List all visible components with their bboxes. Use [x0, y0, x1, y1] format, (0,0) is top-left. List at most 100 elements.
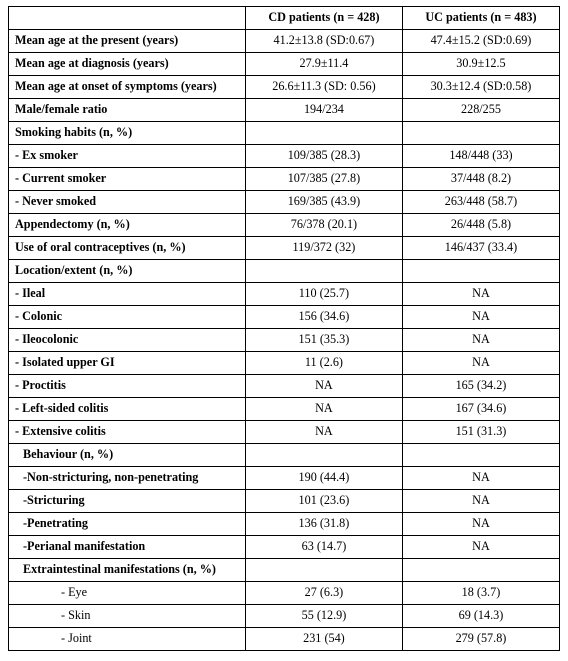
row-label: Location/extent (n, %) [9, 260, 246, 283]
row-cd-value: 109/385 (28.3) [245, 145, 402, 168]
row-uc-value [402, 444, 559, 467]
row-uc-value: NA [402, 467, 559, 490]
row-cd-value: 55 (12.9) [245, 605, 402, 628]
row-cd-value: 107/385 (27.8) [245, 168, 402, 191]
table-row: Extraintestinal manifestations (n, %) [9, 559, 560, 582]
row-cd-value: 63 (14.7) [245, 536, 402, 559]
table-row: - Ileal110 (25.7)NA [9, 283, 560, 306]
row-uc-value: 30.9±12.5 [402, 53, 559, 76]
row-uc-value: 263/448 (58.7) [402, 191, 559, 214]
row-uc-value: 47.4±15.2 (SD:0.69) [402, 30, 559, 53]
row-label: - Joint [9, 628, 246, 651]
row-uc-value: NA [402, 352, 559, 375]
table-row: -Non-stricturing, non-penetrating190 (44… [9, 467, 560, 490]
row-uc-value: 228/255 [402, 99, 559, 122]
row-cd-value: NA [245, 375, 402, 398]
table-row: Mean age at diagnosis (years)27.9±11.430… [9, 53, 560, 76]
row-label: Extraintestinal manifestations (n, %) [9, 559, 246, 582]
header-uc: UC patients (n = 483) [402, 7, 559, 30]
row-label: -Penetrating [9, 513, 246, 536]
row-label: - Current smoker [9, 168, 246, 191]
row-label: - Colonic [9, 306, 246, 329]
table-row: -Perianal manifestation63 (14.7)NA [9, 536, 560, 559]
header-cd: CD patients (n = 428) [245, 7, 402, 30]
row-label: - Left-sided colitis [9, 398, 246, 421]
row-uc-value [402, 122, 559, 145]
table-row: - Extensive colitisNA151 (31.3) [9, 421, 560, 444]
table-row: Appendectomy (n, %)76/378 (20.1)26/448 (… [9, 214, 560, 237]
table-row: - Ileocolonic151 (35.3)NA [9, 329, 560, 352]
row-label: Appendectomy (n, %) [9, 214, 246, 237]
row-uc-value: 165 (34.2) [402, 375, 559, 398]
row-label: Behaviour (n, %) [9, 444, 246, 467]
table-row: - ProctitisNA165 (34.2) [9, 375, 560, 398]
row-cd-value: 101 (23.6) [245, 490, 402, 513]
row-uc-value: NA [402, 490, 559, 513]
table-row: - Current smoker107/385 (27.8)37/448 (8.… [9, 168, 560, 191]
clinical-table: CD patients (n = 428) UC patients (n = 4… [8, 6, 560, 651]
row-cd-value: 169/385 (43.9) [245, 191, 402, 214]
row-cd-value: 119/372 (32) [245, 237, 402, 260]
row-uc-value [402, 260, 559, 283]
table-row: Use of oral contraceptives (n, %)119/372… [9, 237, 560, 260]
header-row: CD patients (n = 428) UC patients (n = 4… [9, 7, 560, 30]
row-cd-value [245, 444, 402, 467]
table-body: Mean age at the present (years)41.2±13.8… [9, 30, 560, 651]
row-label: - Ileal [9, 283, 246, 306]
table-row: -Stricturing101 (23.6)NA [9, 490, 560, 513]
table-row: Location/extent (n, %) [9, 260, 560, 283]
table-row: Mean age at the present (years)41.2±13.8… [9, 30, 560, 53]
table-container: CD patients (n = 428) UC patients (n = 4… [0, 0, 568, 661]
row-uc-value: 151 (31.3) [402, 421, 559, 444]
table-row: -Penetrating136 (31.8)NA [9, 513, 560, 536]
row-label: Male/female ratio [9, 99, 246, 122]
row-uc-value: 146/437 (33.4) [402, 237, 559, 260]
row-cd-value: 194/234 [245, 99, 402, 122]
row-cd-value: NA [245, 421, 402, 444]
row-uc-value: 69 (14.3) [402, 605, 559, 628]
row-label: -Non-stricturing, non-penetrating [9, 467, 246, 490]
row-uc-value: 26/448 (5.8) [402, 214, 559, 237]
row-cd-value: 76/378 (20.1) [245, 214, 402, 237]
row-cd-value [245, 122, 402, 145]
row-uc-value: NA [402, 513, 559, 536]
table-row: - Eye27 (6.3)18 (3.7) [9, 582, 560, 605]
row-label: - Proctitis [9, 375, 246, 398]
row-label: - Ileocolonic [9, 329, 246, 352]
table-row: - Isolated upper GI11 (2.6)NA [9, 352, 560, 375]
row-cd-value: 27 (6.3) [245, 582, 402, 605]
row-uc-value: 279 (57.8) [402, 628, 559, 651]
row-uc-value: NA [402, 306, 559, 329]
row-uc-value: 18 (3.7) [402, 582, 559, 605]
row-uc-value: NA [402, 329, 559, 352]
table-row: Behaviour (n, %) [9, 444, 560, 467]
row-label: - Isolated upper GI [9, 352, 246, 375]
table-row: - Joint231 (54)279 (57.8) [9, 628, 560, 651]
row-uc-value: 148/448 (33) [402, 145, 559, 168]
row-label: - Eye [9, 582, 246, 605]
row-uc-value: NA [402, 536, 559, 559]
row-label: - Never smoked [9, 191, 246, 214]
table-row: - Skin55 (12.9)69 (14.3) [9, 605, 560, 628]
table-row: - Never smoked169/385 (43.9)263/448 (58.… [9, 191, 560, 214]
row-cd-value: 26.6±11.3 (SD: 0.56) [245, 76, 402, 99]
row-cd-value: 156 (34.6) [245, 306, 402, 329]
row-label: Smoking habits (n, %) [9, 122, 246, 145]
row-label: Use of oral contraceptives (n, %) [9, 237, 246, 260]
table-row: - Left-sided colitisNA167 (34.6) [9, 398, 560, 421]
header-empty [9, 7, 246, 30]
table-row: Smoking habits (n, %) [9, 122, 560, 145]
table-row: - Colonic156 (34.6)NA [9, 306, 560, 329]
row-uc-value: 37/448 (8.2) [402, 168, 559, 191]
row-cd-value: NA [245, 398, 402, 421]
row-cd-value: 110 (25.7) [245, 283, 402, 306]
row-label: Mean age at the present (years) [9, 30, 246, 53]
row-label: - Extensive colitis [9, 421, 246, 444]
row-label: Mean age at diagnosis (years) [9, 53, 246, 76]
row-uc-value: 167 (34.6) [402, 398, 559, 421]
row-label: Mean age at onset of symptoms (years) [9, 76, 246, 99]
table-row: Mean age at onset of symptoms (years)26.… [9, 76, 560, 99]
row-label: -Stricturing [9, 490, 246, 513]
row-cd-value: 231 (54) [245, 628, 402, 651]
row-cd-value [245, 559, 402, 582]
